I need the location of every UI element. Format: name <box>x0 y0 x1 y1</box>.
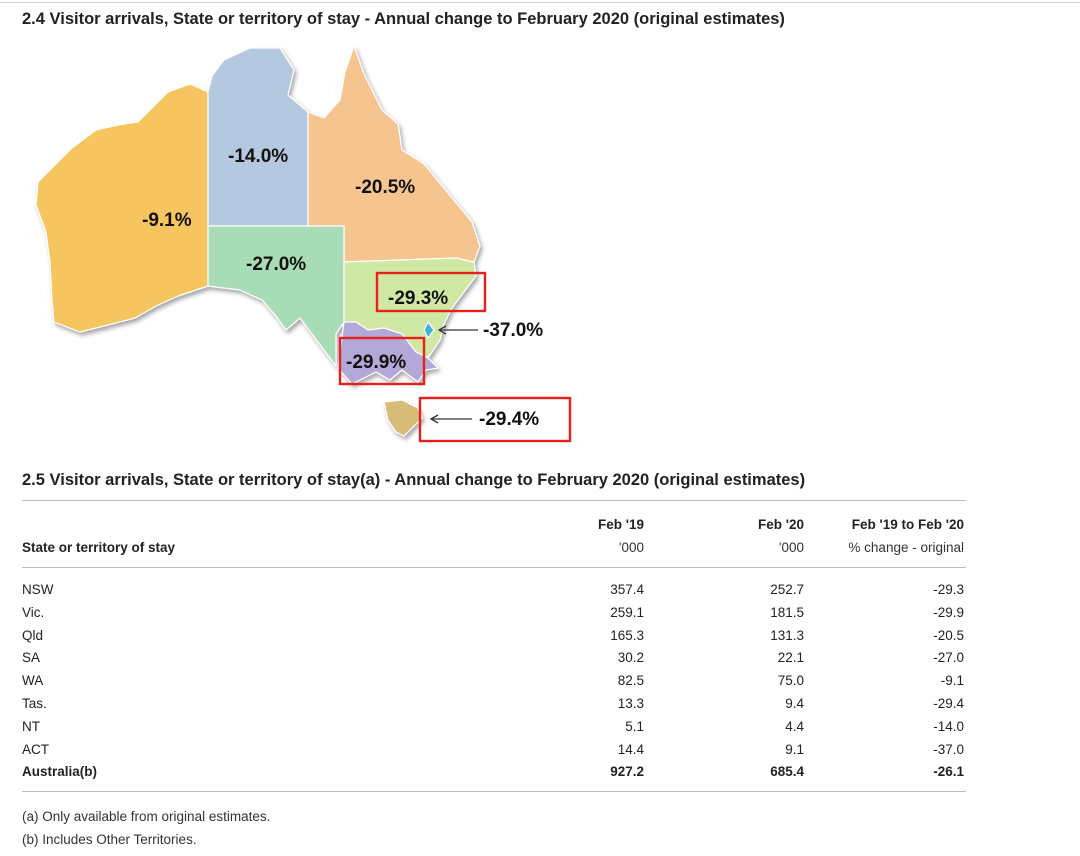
cell-change: -29.4 <box>933 695 964 711</box>
cell-feb20: 22.1 <box>777 650 804 666</box>
map-title: 2.4 Visitor arrivals, State or territory… <box>22 10 785 28</box>
table-row: Tas. 13.3 9.4 -29.4 <box>22 693 966 716</box>
table-header: Feb '19 Feb '20 Feb '19 to Feb '20 State… <box>22 501 966 567</box>
table-row: NT 5.1 4.4 -14.0 <box>22 716 966 739</box>
label-vic: -29.9% <box>346 352 406 373</box>
cell-feb20: 9.1 <box>785 741 804 757</box>
table-title: 2.5 Visitor arrivals, State or territory… <box>22 471 806 489</box>
col-unit-change: % change - original <box>848 540 964 555</box>
cell-change: -27.0 <box>933 650 964 666</box>
highlight-box-tas <box>418 396 572 443</box>
col-header-change: Feb '19 to Feb '20 <box>851 517 964 532</box>
cell-feb19: 259.1 <box>610 604 644 620</box>
region-tas <box>383 399 423 437</box>
highlight-box-vic <box>338 336 426 386</box>
table-top-rule <box>22 500 966 501</box>
label-act: -37.0% <box>483 320 543 341</box>
cell-state: NSW <box>22 582 54 597</box>
cell-change: -14.0 <box>933 718 964 734</box>
cell-state: Tas. <box>22 695 47 711</box>
label-tas: -29.4% <box>479 409 539 430</box>
col-header-feb20: Feb '20 <box>758 517 804 532</box>
region-nt <box>207 47 309 227</box>
cell-feb20-total: 685.4 <box>770 764 804 780</box>
table-body: NSW 357.4 252.7 -29.3 Vic. 259.1 181.5 -… <box>22 568 966 791</box>
col-unit-feb19: '000 <box>618 540 644 555</box>
footnote-b: (b) Includes Other Territories. <box>22 832 197 847</box>
cell-change-total: -26.1 <box>933 764 964 780</box>
cell-feb19: 13.3 <box>617 695 644 711</box>
table-header-rule <box>22 567 966 568</box>
top-divider <box>0 2 1080 3</box>
cell-state: NT <box>22 718 40 734</box>
highlight-boxes <box>338 271 572 443</box>
visitor-arrivals-table: Feb '19 Feb '20 Feb '19 to Feb '20 State… <box>22 500 966 793</box>
cell-feb20: 9.4 <box>785 695 804 711</box>
row-header-label: State or territory of stay <box>22 540 176 555</box>
cell-feb19: 82.5 <box>617 673 644 689</box>
label-nsw: -29.3% <box>388 288 448 309</box>
label-qld: -20.5% <box>355 177 415 198</box>
cell-state: WA <box>22 673 44 689</box>
cell-state-total: Australia(b) <box>22 764 98 780</box>
cell-feb19: 30.2 <box>617 650 644 666</box>
highlight-box-nsw <box>375 271 487 313</box>
table-row: SA 30.2 22.1 -27.0 <box>22 647 966 670</box>
cell-state: ACT <box>22 741 49 757</box>
region-act <box>423 321 435 339</box>
cell-change: -20.5 <box>933 627 964 643</box>
callout-arrows <box>429 325 478 424</box>
table-total-row: Australia(b) 927.2 685.4 -26.1 <box>22 761 966 784</box>
region-sa <box>207 225 345 367</box>
label-nt: -14.0% <box>228 146 288 167</box>
cell-state: SA <box>22 650 41 666</box>
australia-map: -9.1% -14.0% -20.5% -27.0% -29.3% -29.9%… <box>35 45 572 443</box>
cell-feb20: 4.4 <box>785 718 804 734</box>
table-row: NSW 357.4 252.7 -29.3 <box>22 579 966 602</box>
cell-change: -29.9 <box>933 604 964 620</box>
col-unit-feb20: '000 <box>778 540 804 555</box>
cell-state: Vic. <box>22 604 45 620</box>
table-bottom-rule <box>22 791 966 793</box>
cell-feb20: 181.5 <box>770 604 804 620</box>
cell-feb19: 165.3 <box>610 627 644 643</box>
cell-change: -37.0 <box>933 741 964 757</box>
table-row: Qld 165.3 131.3 -20.5 <box>22 625 966 648</box>
cell-feb20: 252.7 <box>770 582 804 597</box>
cell-state: Qld <box>22 627 44 643</box>
label-wa: -9.1% <box>142 210 192 231</box>
region-wa <box>35 83 209 333</box>
footnote-a: (a) Only available from original estimat… <box>22 809 271 824</box>
col-header-feb19: Feb '19 <box>598 517 644 532</box>
cell-feb20: 75.0 <box>777 673 804 689</box>
label-sa: -27.0% <box>246 254 306 275</box>
cell-feb20: 131.3 <box>770 627 804 643</box>
cell-feb19: 357.4 <box>610 582 644 597</box>
table-row: ACT 14.4 9.1 -37.0 <box>22 739 966 762</box>
cell-change: -29.3 <box>933 582 964 597</box>
cell-change: -9.1 <box>940 673 964 689</box>
table-row: Vic. 259.1 181.5 -29.9 <box>22 602 966 625</box>
table-row: WA 82.5 75.0 -9.1 <box>22 670 966 693</box>
cell-feb19: 5.1 <box>625 718 644 734</box>
tas-arrow-head <box>429 414 439 424</box>
act-arrow-head <box>437 325 447 335</box>
cell-feb19: 14.4 <box>617 741 644 757</box>
cell-feb19-total: 927.2 <box>610 764 644 780</box>
